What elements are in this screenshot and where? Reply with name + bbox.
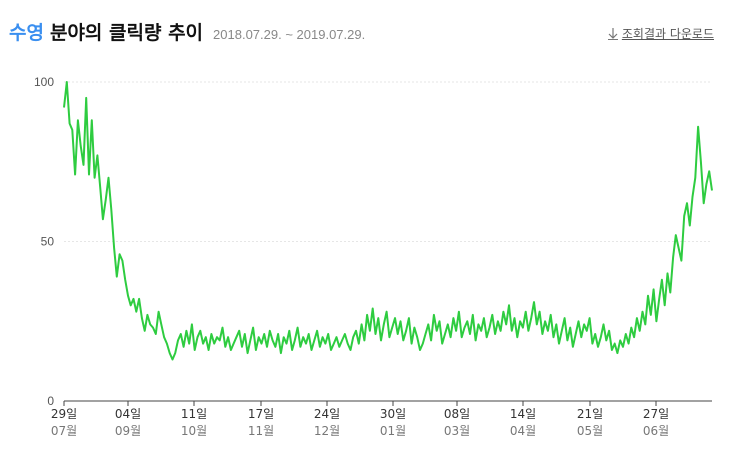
x-tick-day-label: 17일: [248, 407, 274, 421]
x-tick-month-label: 03월: [444, 424, 470, 438]
x-tick-day-label: 30일: [380, 407, 406, 421]
x-tick-month-label: 09월: [115, 424, 141, 438]
chart-title: 분야의 클릭량 추이: [49, 22, 204, 44]
x-tick-month-label: 12월: [314, 424, 340, 438]
download-label: 조회결과 다운로드: [621, 27, 714, 41]
y-tick-label: 100: [34, 75, 54, 89]
x-tick-month-label: 05월: [577, 424, 603, 438]
y-tick-label: 50: [41, 235, 55, 249]
x-tick-month-label: 01월: [380, 424, 406, 438]
x-tick-day-label: 04일: [115, 407, 141, 421]
x-tick-day-label: 27일: [643, 407, 669, 421]
download-icon: [607, 27, 618, 40]
x-tick-month-label: 04월: [510, 424, 536, 438]
x-tick-month-label: 10월: [181, 424, 207, 438]
x-tick-month-label: 07월: [51, 424, 77, 438]
x-tick-day-label: 08일: [444, 407, 470, 421]
x-tick-month-label: 11월: [248, 424, 274, 438]
date-range: 2018.07.29. ~ 2019.07.29.: [213, 27, 366, 42]
x-tick-day-label: 24일: [314, 407, 340, 421]
keyword-title: 수영: [9, 22, 44, 44]
chart-header: 수영 분야의 클릭량 추이 2018.07.29. ~ 2019.07.29.: [9, 18, 365, 48]
x-tick-day-label: 14일: [510, 407, 536, 421]
series-line: [63, 81, 713, 361]
x-tick-day-label: 21일: [577, 407, 603, 421]
x-tick-day-label: 11일: [181, 407, 207, 421]
download-results-link[interactable]: 조회결과 다운로드: [607, 25, 714, 42]
y-tick-label: 0: [47, 394, 54, 408]
x-tick-month-label: 06월: [643, 424, 669, 438]
x-tick-day-label: 29일: [51, 407, 77, 421]
